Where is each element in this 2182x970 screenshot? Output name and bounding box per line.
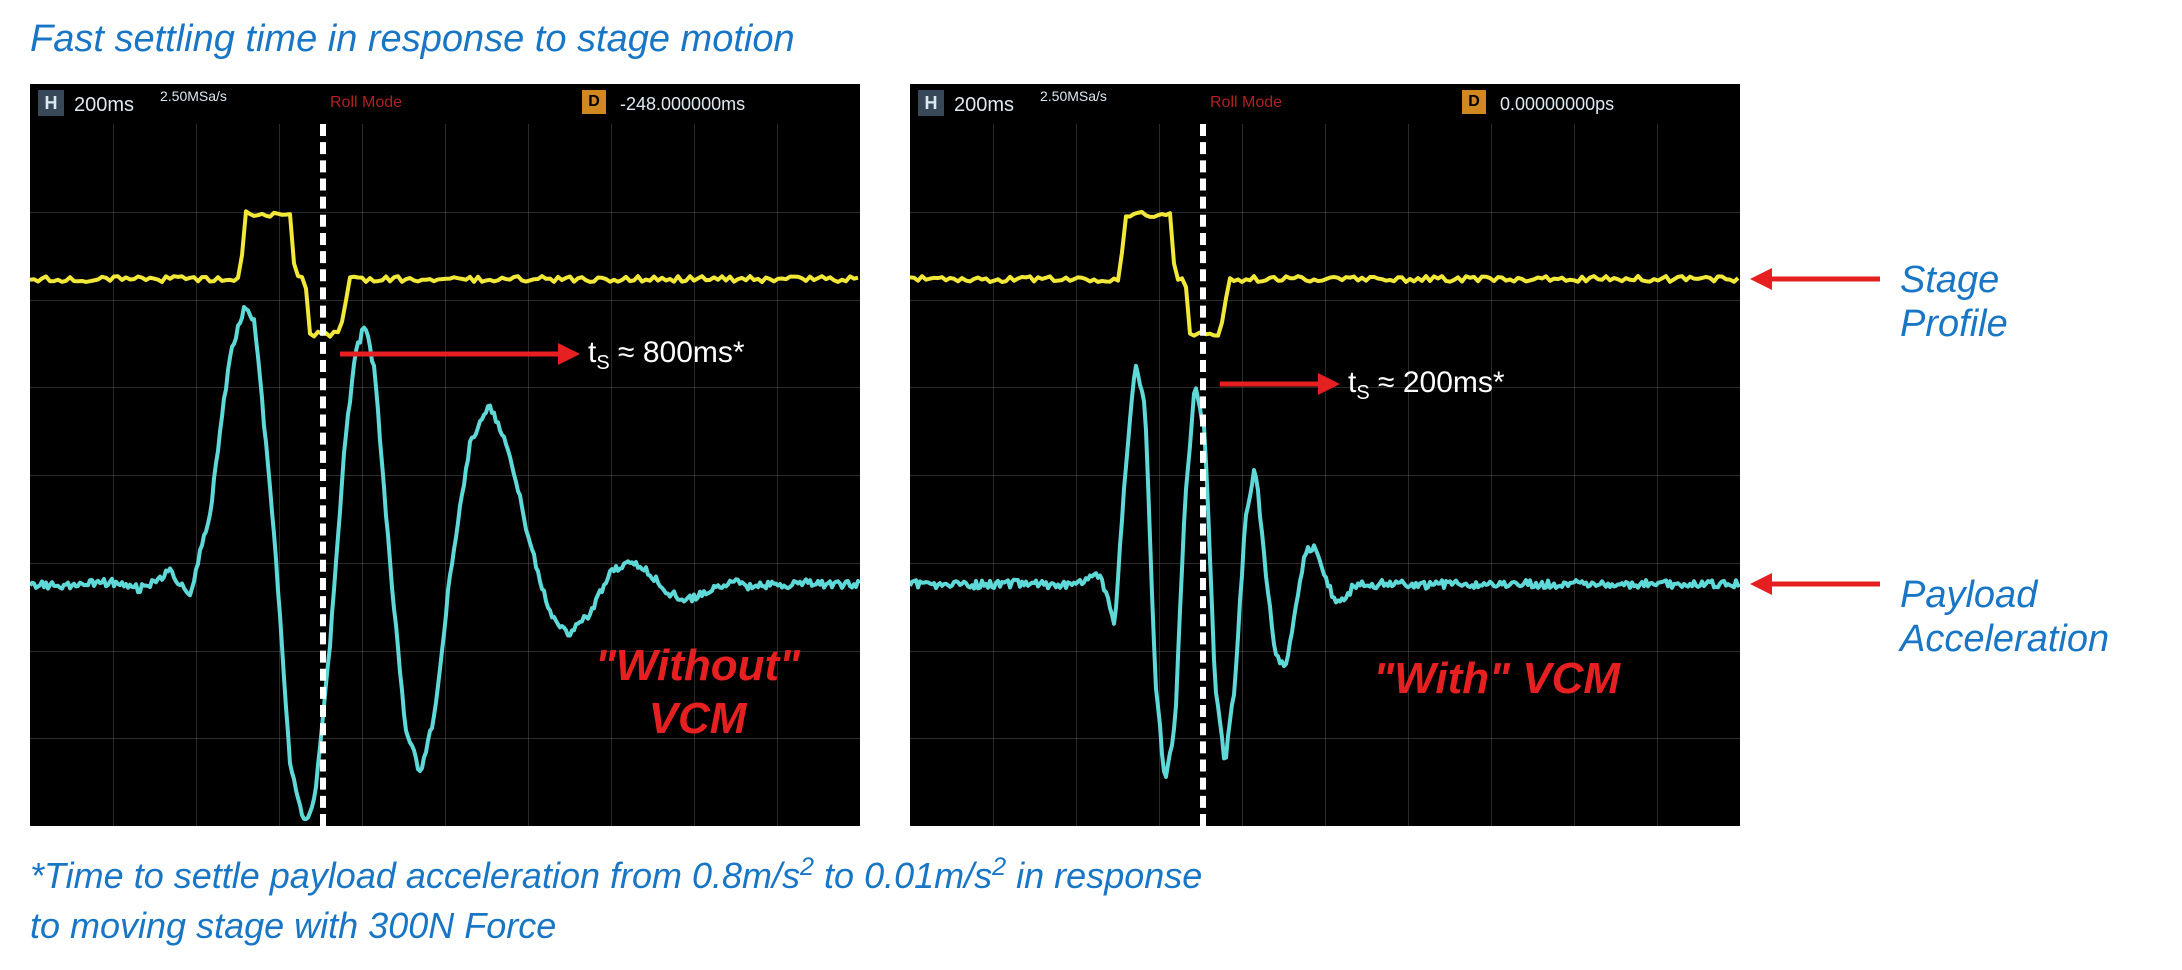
with-vcm-label: "With" VCM <box>1373 653 1620 706</box>
roll-mode-label: Roll Mode <box>330 94 402 112</box>
payload-accel-arrow <box>1750 564 1890 604</box>
oscilloscope-without-vcm: H 200ms 2.50MSa/s Roll Mode D -248.00000… <box>30 84 860 826</box>
settle-t-sub: S <box>596 352 609 374</box>
scope-grid <box>910 124 1740 826</box>
settle-time-text: tS ≈ 200ms* <box>1348 366 1505 405</box>
footnote-line1: *Time to settle payload acceleration fro… <box>30 855 800 896</box>
footnote: *Time to settle payload acceleration fro… <box>30 850 1202 952</box>
trace-svg <box>910 124 1740 826</box>
vcm-label-line2: VCM <box>649 694 747 743</box>
vcm-label-line1: "With" VCM <box>1373 654 1620 703</box>
payload-accel-label: Payload Acceleration <box>1900 574 2109 661</box>
trace-canvas <box>910 124 1740 826</box>
sample-rate-label: 2.50MSa/s <box>1040 88 1107 104</box>
settle-t-rest: ≈ 200ms* <box>1370 366 1505 399</box>
payload-label-l2: Acceleration <box>1900 618 2109 660</box>
timebase-label: 200ms <box>954 94 1014 117</box>
header-h-badge: H <box>38 90 64 116</box>
offset-label: 0.00000000ps <box>1500 94 1614 115</box>
sample-rate-label: 2.50MSa/s <box>160 88 227 104</box>
settle-time-text: tS ≈ 800ms* <box>588 336 745 375</box>
header-d-badge: D <box>1462 90 1486 114</box>
footnote-line2: to moving stage with 300N Force <box>30 905 556 946</box>
side-labels: Stage Profile Payload Acceleration <box>1760 84 2160 826</box>
footnote-mid: to 0.01m/s <box>814 855 992 896</box>
settle-t-sub: S <box>1356 382 1369 404</box>
footnote-sup2: 2 <box>992 853 1006 881</box>
scope-header: H 200ms 2.50MSa/s Roll Mode D 0.00000000… <box>910 84 1740 124</box>
payload-label-l1: Payload <box>1900 574 2037 616</box>
stage-label-l1: Stage <box>1900 259 1999 301</box>
header-d-badge: D <box>582 90 606 114</box>
oscilloscope-with-vcm: H 200ms 2.50MSa/s Roll Mode D 0.00000000… <box>910 84 1740 826</box>
header-h-badge: H <box>918 90 944 116</box>
motion-end-marker <box>320 124 326 826</box>
offset-label: -248.000000ms <box>620 94 745 115</box>
timebase-label: 200ms <box>74 94 134 117</box>
without-vcm-label: "Without" VCM <box>595 640 800 746</box>
motion-end-marker <box>1200 124 1206 826</box>
roll-mode-label: Roll Mode <box>1210 94 1282 112</box>
footnote-end: in response <box>1006 855 1202 896</box>
vcm-label-line1: "Without" <box>595 641 800 690</box>
stage-profile-arrow <box>1750 259 1890 299</box>
page-title: Fast settling time in response to stage … <box>30 18 795 61</box>
settle-t-rest: ≈ 800ms* <box>610 336 745 369</box>
stage-label-l2: Profile <box>1900 303 2008 345</box>
scope-header: H 200ms 2.50MSa/s Roll Mode D -248.00000… <box>30 84 860 124</box>
stage-profile-label: Stage Profile <box>1900 259 2008 346</box>
footnote-sup1: 2 <box>800 853 814 881</box>
